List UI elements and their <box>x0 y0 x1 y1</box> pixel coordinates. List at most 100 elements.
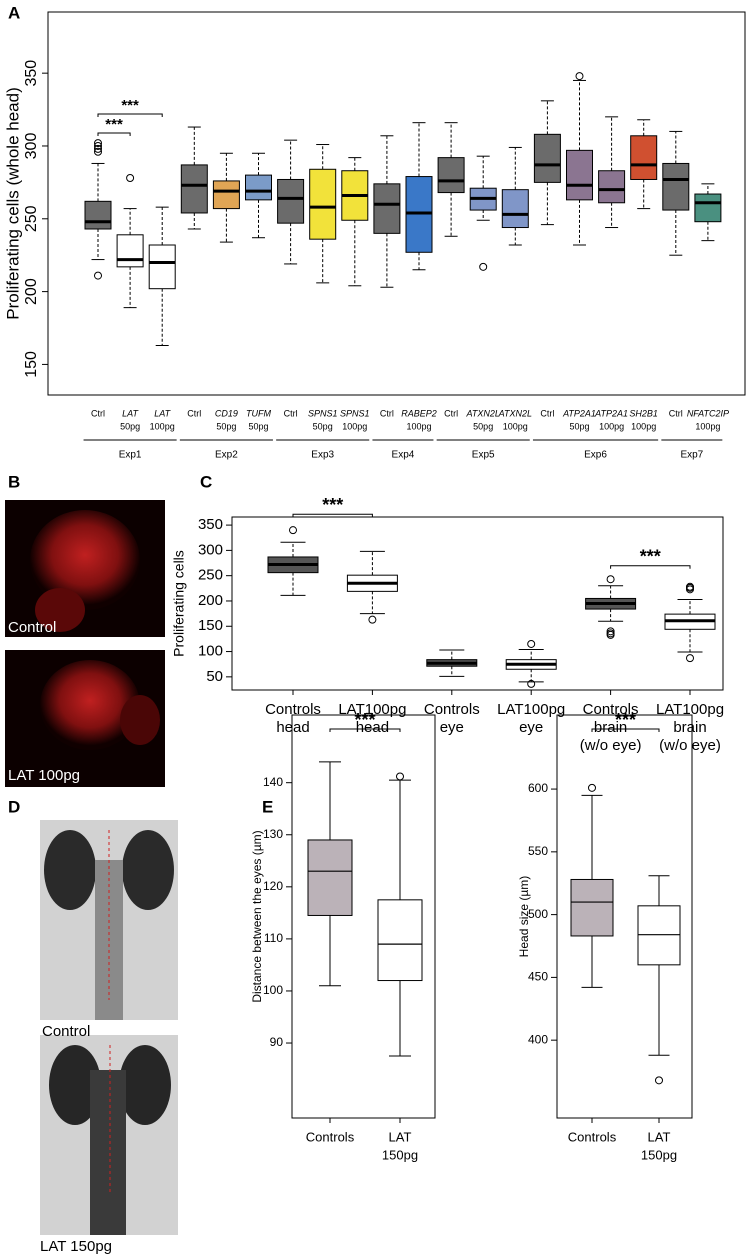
y-tick-label: 90 <box>270 1035 284 1049</box>
x-tick-label: SH2B1 <box>629 408 658 418</box>
x-tick-label-dose: 50pg <box>216 421 236 431</box>
x-tick-label: Controls <box>265 701 321 718</box>
y-tick-label: 350 <box>23 60 40 87</box>
panel-label: C <box>200 472 212 491</box>
significance-label: *** <box>121 97 139 114</box>
image-caption: Control <box>8 619 56 636</box>
x-tick-label: ATXN2L <box>498 408 532 418</box>
y-axis-label: Proliferating cells <box>171 550 187 657</box>
flier <box>368 615 377 624</box>
x-tick-label: Ctrl <box>380 408 394 418</box>
significance-bracket <box>97 113 163 117</box>
image-b-lat <box>5 650 165 787</box>
flier <box>606 630 615 639</box>
y-tick-label: 450 <box>528 970 548 984</box>
x-tick-label-dose: 50pg <box>313 421 333 431</box>
x-tick-label-dose: 50pg <box>120 421 140 431</box>
significance-bracket <box>292 513 373 518</box>
box <box>84 200 112 230</box>
flier <box>686 654 694 663</box>
significance-bracket <box>610 565 691 569</box>
box <box>662 162 690 211</box>
box <box>630 135 658 180</box>
image-caption: LAT 150pg <box>40 1238 112 1255</box>
group-label: Exp3 <box>311 450 334 461</box>
box <box>570 878 614 937</box>
x-tick-label: (w/o eye) <box>580 737 642 754</box>
x-tick-label: Ctrl <box>91 408 105 418</box>
y-axis-label: Distance between the eyes (µm) <box>250 830 264 1002</box>
y-tick-label: 550 <box>528 844 548 858</box>
plot-frame <box>231 516 724 691</box>
box <box>180 164 208 214</box>
y-axis-label: Head size (µm) <box>517 876 531 958</box>
flier <box>94 139 102 148</box>
x-tick-label: LAT100pg <box>497 701 565 718</box>
box <box>694 193 722 223</box>
x-tick-label: SPNS1 <box>340 408 370 418</box>
y-tick-label: 350 <box>198 516 223 533</box>
box <box>598 170 626 204</box>
significance-bracket <box>591 728 660 732</box>
x-tick-label-dose: 100pg <box>342 421 367 431</box>
x-tick-label: Controls <box>306 1129 355 1144</box>
x-tick-label: eye <box>440 719 464 736</box>
plot-frame <box>47 11 746 396</box>
y-tick-label: 150 <box>198 617 223 634</box>
x-tick-label: Controls <box>424 701 480 718</box>
flier <box>686 582 694 591</box>
group-label: Exp2 <box>215 450 238 461</box>
box <box>377 899 423 982</box>
panel-label: B <box>8 472 20 491</box>
image-d-lat <box>40 1035 178 1235</box>
flier <box>94 271 102 280</box>
box <box>245 174 272 201</box>
x-tick-label: LAT100pg <box>656 701 724 718</box>
x-tick-label: Ctrl <box>669 408 683 418</box>
flier <box>655 1076 663 1085</box>
group-label: Exp7 <box>680 450 703 461</box>
flier <box>588 783 596 792</box>
x-tick-label-dose: 100pg <box>599 421 624 431</box>
group-label: Exp1 <box>119 450 142 461</box>
box <box>148 244 176 290</box>
box <box>533 133 561 183</box>
x-tick-label: TUFM <box>246 408 271 418</box>
flier <box>479 262 488 271</box>
image-caption: Control <box>42 1023 90 1040</box>
x-tick-label-dose: 100pg <box>150 421 175 431</box>
box <box>309 168 337 240</box>
flier <box>396 772 404 781</box>
y-tick-label: 600 <box>528 781 548 795</box>
x-tick-label: NFATC2IP <box>687 408 729 418</box>
flier <box>527 639 536 648</box>
y-tick-label: 150 <box>23 351 40 378</box>
y-tick-label: 250 <box>23 205 40 232</box>
x-tick-label: Controls <box>583 701 639 718</box>
significance-label: *** <box>615 710 636 730</box>
flier <box>94 141 102 150</box>
flier <box>94 147 102 156</box>
x-tick-label: Ctrl <box>284 408 298 418</box>
significance-label: *** <box>322 495 343 515</box>
image-b-control <box>5 500 165 637</box>
y-tick-label: 300 <box>23 133 40 160</box>
y-tick-label: 250 <box>198 567 223 584</box>
x-tick-label-dose: 100pg <box>503 421 528 431</box>
panel-label: A <box>8 3 20 22</box>
image-caption: LAT 100pg <box>8 767 80 784</box>
box <box>437 157 465 194</box>
group-label: Exp4 <box>392 450 415 461</box>
group-label: Exp5 <box>472 450 495 461</box>
box <box>501 189 529 229</box>
x-tick-label-dose: 100pg <box>406 421 431 431</box>
group-label: Exp6 <box>584 450 607 461</box>
flier <box>289 526 297 535</box>
x-tick-label: Ctrl <box>540 408 554 418</box>
x-tick-label: brain <box>673 719 706 736</box>
x-tick-label: brain <box>594 719 627 736</box>
y-tick-label: 50 <box>206 668 223 685</box>
y-tick-label: 120 <box>263 879 283 893</box>
x-tick-label: LAT <box>122 408 139 418</box>
